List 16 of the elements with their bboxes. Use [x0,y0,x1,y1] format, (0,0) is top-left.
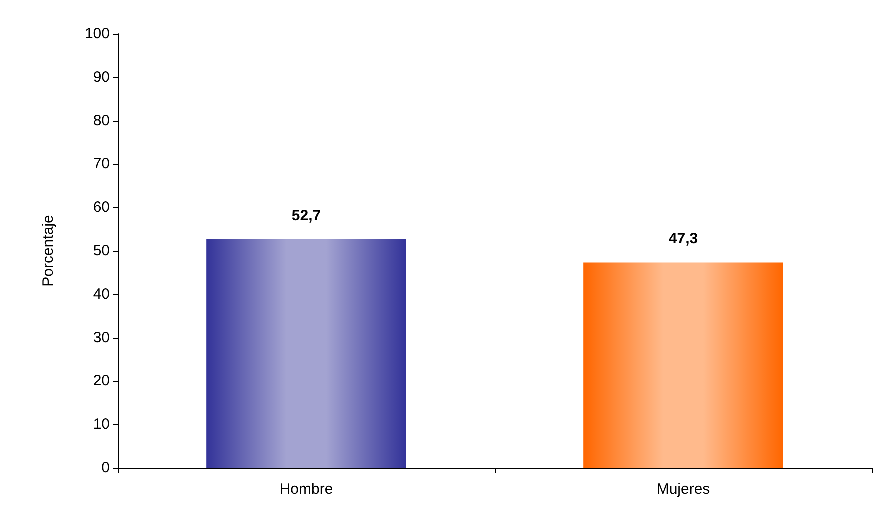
data-label: 52,7 [292,207,322,224]
y-tick-label: 30 [93,329,110,346]
y-tick-label: 40 [93,286,110,303]
x-tick-label: Mujeres [656,481,710,498]
y-tick-label: 80 [93,112,110,130]
y-tick-label: 10 [93,416,110,434]
data-label: 47,3 [668,230,698,248]
y-tick-label: 0 [102,460,110,476]
y-tick-label: 70 [93,156,110,173]
y-axis-title: Porcentaje [40,215,57,287]
y-tick-label: 100 [84,26,110,42]
y-tick-label: 50 [93,242,110,260]
y-tick-label: 60 [93,199,110,216]
x-tick-label: Hombre [280,481,334,498]
y-tick-label: 20 [93,372,110,390]
y-tick-label: 90 [93,68,110,86]
